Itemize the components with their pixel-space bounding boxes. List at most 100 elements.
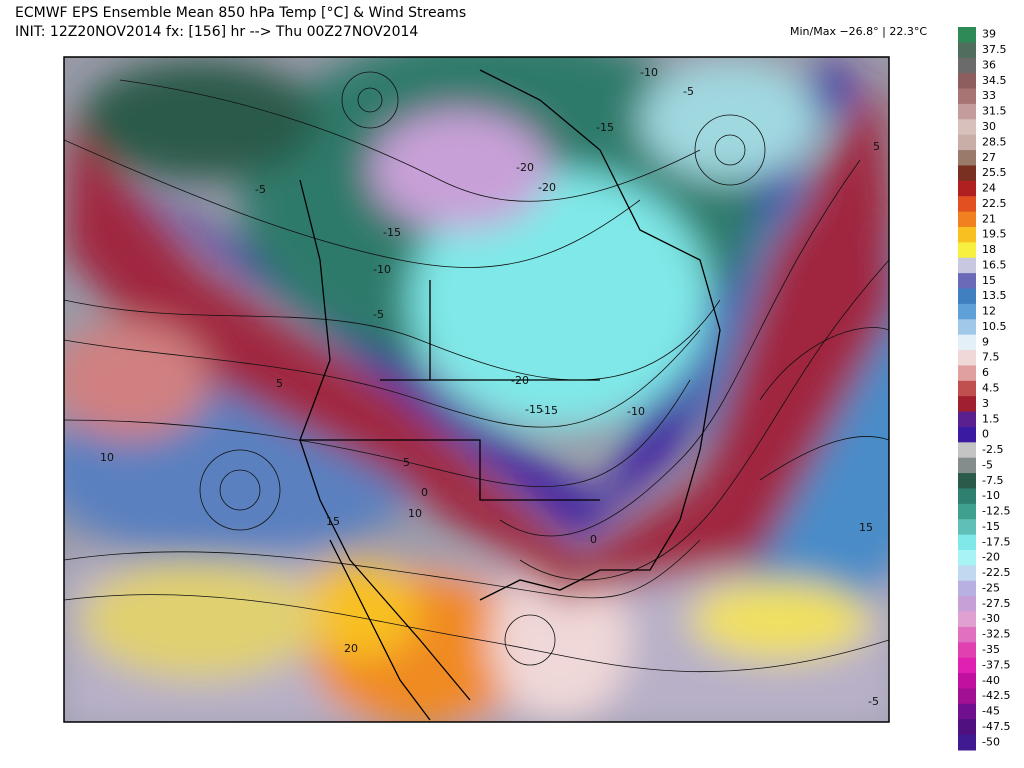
colorbar-label: 21 [982,212,996,225]
contour-label: 20 [344,642,358,655]
colorbar-label: 39 [982,28,996,41]
map-frame [63,56,890,723]
contour-label: -10 [640,66,658,79]
colorbar-swatch [958,503,976,520]
colorbar-swatch [958,611,976,628]
colorbar-swatch [958,473,976,489]
colorbar-swatch [958,150,976,166]
colorbar-swatch [958,519,976,536]
colorbar-swatch [958,134,976,151]
colorbar-swatch [958,196,976,213]
colorbar-label: 36 [982,58,996,71]
colorbar-swatch [958,488,976,505]
contour-label: -20 [511,374,529,387]
contour-label: -20 [538,181,556,194]
colorbar-swatch [958,334,976,351]
colorbar-swatch [958,426,976,443]
colorbar-swatch [958,734,976,751]
colorbar-swatch [958,73,976,90]
title: ECMWF EPS Ensemble Mean 850 hPa Temp [°C… [15,5,466,21]
contour-label: -5 [683,85,694,98]
contour-label: 10 [408,507,422,520]
colorbar-label: -17.5 [982,535,1010,548]
colorbar-label: -12.5 [982,505,1010,518]
contour-label: -15 [525,403,543,416]
map-field: -10 -5 -15 -20 -20 -15 -10 -5 -5 5 -15 -… [64,57,889,722]
colorbar-label: -30 [982,612,1000,625]
colorbar-label: 12 [982,305,996,318]
colorbar-label: -42.5 [982,689,1010,702]
colorbar-label: 7.5 [982,351,1000,364]
colorbar-swatch [958,365,976,382]
colorbar-swatch [958,288,976,305]
colorbar-swatch [958,180,976,197]
contour-label: 10 [100,451,114,464]
colorbar-label: -32.5 [982,628,1010,641]
colorbar-label: -27.5 [982,597,1010,610]
colorbar-label: -5 [982,458,993,471]
colorbar-swatch [958,119,976,136]
colorbar-label: 3 [982,397,989,410]
colorbar-swatch [958,380,976,397]
colorbar-label: 27 [982,151,996,164]
contour-label: -10 [627,405,645,418]
contour-label: -20 [516,161,534,174]
contour-label: -10 [373,263,391,276]
colorbar-label: 4.5 [982,382,1000,395]
colorbar-label: 30 [982,120,996,133]
colorbar-label: 1.5 [982,412,1000,425]
colorbar-swatch [958,319,976,336]
colorbar-label: -47.5 [982,720,1010,733]
colorbar-swatch [958,596,976,613]
colorbar-swatch [958,303,976,320]
colorbar-label: -10 [982,489,1000,502]
contour-label: 5 [403,456,410,469]
colorbar-swatch [958,550,976,566]
contour-label: 0 [421,486,428,499]
colorbar-swatch [958,580,976,597]
contour-label: 0 [590,533,597,546]
colorbar-swatch [958,57,976,74]
contour-label: -15 [383,226,401,239]
streamlines [64,71,889,673]
colorbar-label: 25.5 [982,166,1007,179]
colorbar-label: -7.5 [982,474,1003,487]
colorbar-label: 37.5 [982,43,1007,56]
contour-label: -15 [540,404,558,417]
colorbar-label: 28.5 [982,135,1007,148]
colorbar-label: -40 [982,674,1000,687]
contour-label: -5 [868,695,879,708]
colorbar-label: 9 [982,335,989,348]
colorbar-label: 13.5 [982,289,1007,302]
colorbar-swatch [958,103,976,120]
colorbar-label: 0 [982,428,989,441]
colorbar-label: -50 [982,735,1000,748]
colorbar-label: -22.5 [982,566,1010,579]
colorbar-swatch [958,642,976,659]
colorbar-label: 34.5 [982,74,1007,87]
colorbar-swatch [958,257,976,274]
colorbar-label: 22.5 [982,197,1007,210]
contour-label: 5 [873,140,880,153]
colorbar-label: 18 [982,243,996,256]
colorbar-label: 24 [982,182,996,195]
contour-label: 15 [326,515,340,528]
colorbar-label: 31.5 [982,105,1007,118]
colorbar-swatch [958,165,976,182]
contour-label: 5 [276,377,283,390]
init-time: INIT: 12Z20NOV2014 fx: [156] hr --> Thu … [15,24,418,40]
contour-label: -5 [373,308,384,321]
contour-label: 15 [859,521,873,534]
colorbar-swatch [958,719,976,736]
colorbar-swatch [958,42,976,59]
colorbar-swatch [958,396,976,413]
colorbar-swatch [958,534,976,551]
colorbar-swatch [958,88,976,105]
colorbar-swatch [958,211,976,228]
colorbar-label: -37.5 [982,658,1010,671]
colorbar-swatch [958,242,976,259]
colorbar-swatch [958,703,976,720]
colorbar-label: -45 [982,705,1000,718]
